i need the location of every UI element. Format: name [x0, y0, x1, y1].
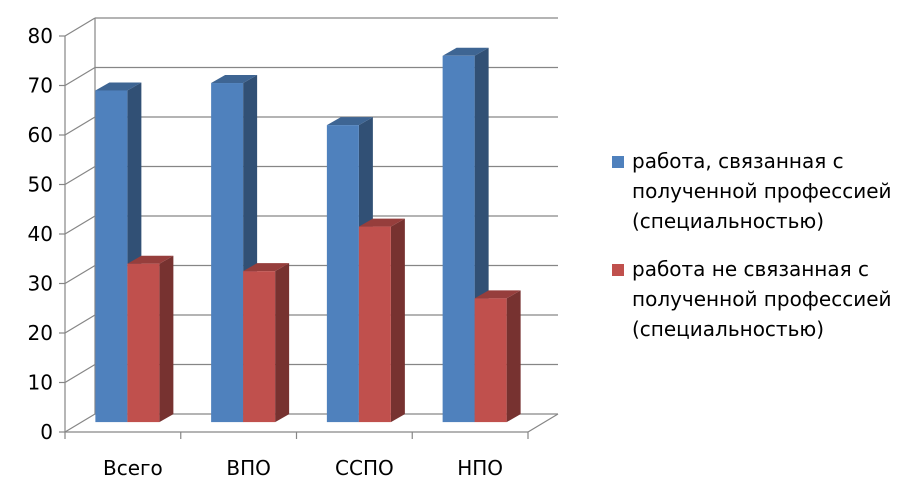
bar-top-s1-0 [95, 82, 142, 91]
bar-s2-Всего [127, 263, 160, 423]
legend-item-series-1: работа, связанная с полученной профессие… [612, 146, 910, 236]
y-tick-label-20: 20 [28, 321, 53, 345]
bar-side-s2-2 [390, 218, 405, 423]
bar-side-s2-0 [159, 255, 174, 423]
x-tick-label-3: НПО [457, 456, 503, 480]
legend-label-series-2: работа не связанная с полученной професс… [632, 257, 892, 341]
bar-top-s1-1 [211, 75, 258, 84]
gridline-side-80 [64, 17, 96, 37]
y-tick-label-70: 70 [28, 74, 53, 98]
y-tick-label-10: 10 [28, 371, 53, 395]
legend: работа, связанная с полученной профессие… [612, 146, 910, 362]
bar-s1-ССПО [326, 125, 359, 423]
gridline-side-0 [64, 413, 96, 433]
bar-s2-ССПО [358, 226, 391, 423]
y-tick-label-0: 0 [40, 420, 53, 444]
legend-label-series-1: работа, связанная с полученной профессие… [632, 149, 892, 233]
bar-top-s2-1 [243, 263, 290, 272]
bar-s2-НПО [474, 298, 507, 423]
gridline-side-70 [64, 66, 96, 87]
y-tick-label-50: 50 [28, 173, 53, 197]
floor-right-edge [527, 413, 559, 433]
gridline-side-50 [64, 165, 96, 186]
gridline-side-10 [64, 363, 96, 384]
y-tick-label-40: 40 [28, 222, 53, 246]
bar-top-s2-2 [358, 218, 405, 227]
gridline-side-20 [64, 314, 96, 334]
legend-item-series-2: работа не связанная с полученной професс… [612, 254, 910, 344]
bar-top-s1-2 [326, 117, 373, 126]
bar-s1-Всего [95, 90, 128, 423]
bar-s1-ВПО [211, 83, 244, 423]
gridline-side-60 [64, 116, 96, 136]
bar-top-s2-3 [474, 290, 521, 299]
x-tick-label-0: Всего [103, 456, 163, 480]
x-tick-label-1: ВПО [226, 456, 271, 480]
legend-swatch-series-1 [612, 156, 624, 168]
y-tick-label-60: 60 [28, 123, 53, 147]
bar-side-s2-1 [275, 263, 290, 423]
bar-top-s2-0 [127, 255, 174, 264]
gridline-side-40 [64, 215, 96, 235]
legend-swatch-series-2 [612, 264, 624, 276]
gridline-side-30 [64, 264, 96, 285]
bar-top-s1-3 [442, 47, 489, 56]
bar-s1-НПО [442, 55, 475, 423]
bar-s2-ВПО [243, 271, 276, 423]
y-tick-label-30: 30 [28, 272, 53, 296]
bar-side-s2-3 [506, 290, 521, 423]
y-tick-label-80: 80 [28, 24, 53, 48]
x-tick-label-2: ССПО [335, 456, 394, 480]
